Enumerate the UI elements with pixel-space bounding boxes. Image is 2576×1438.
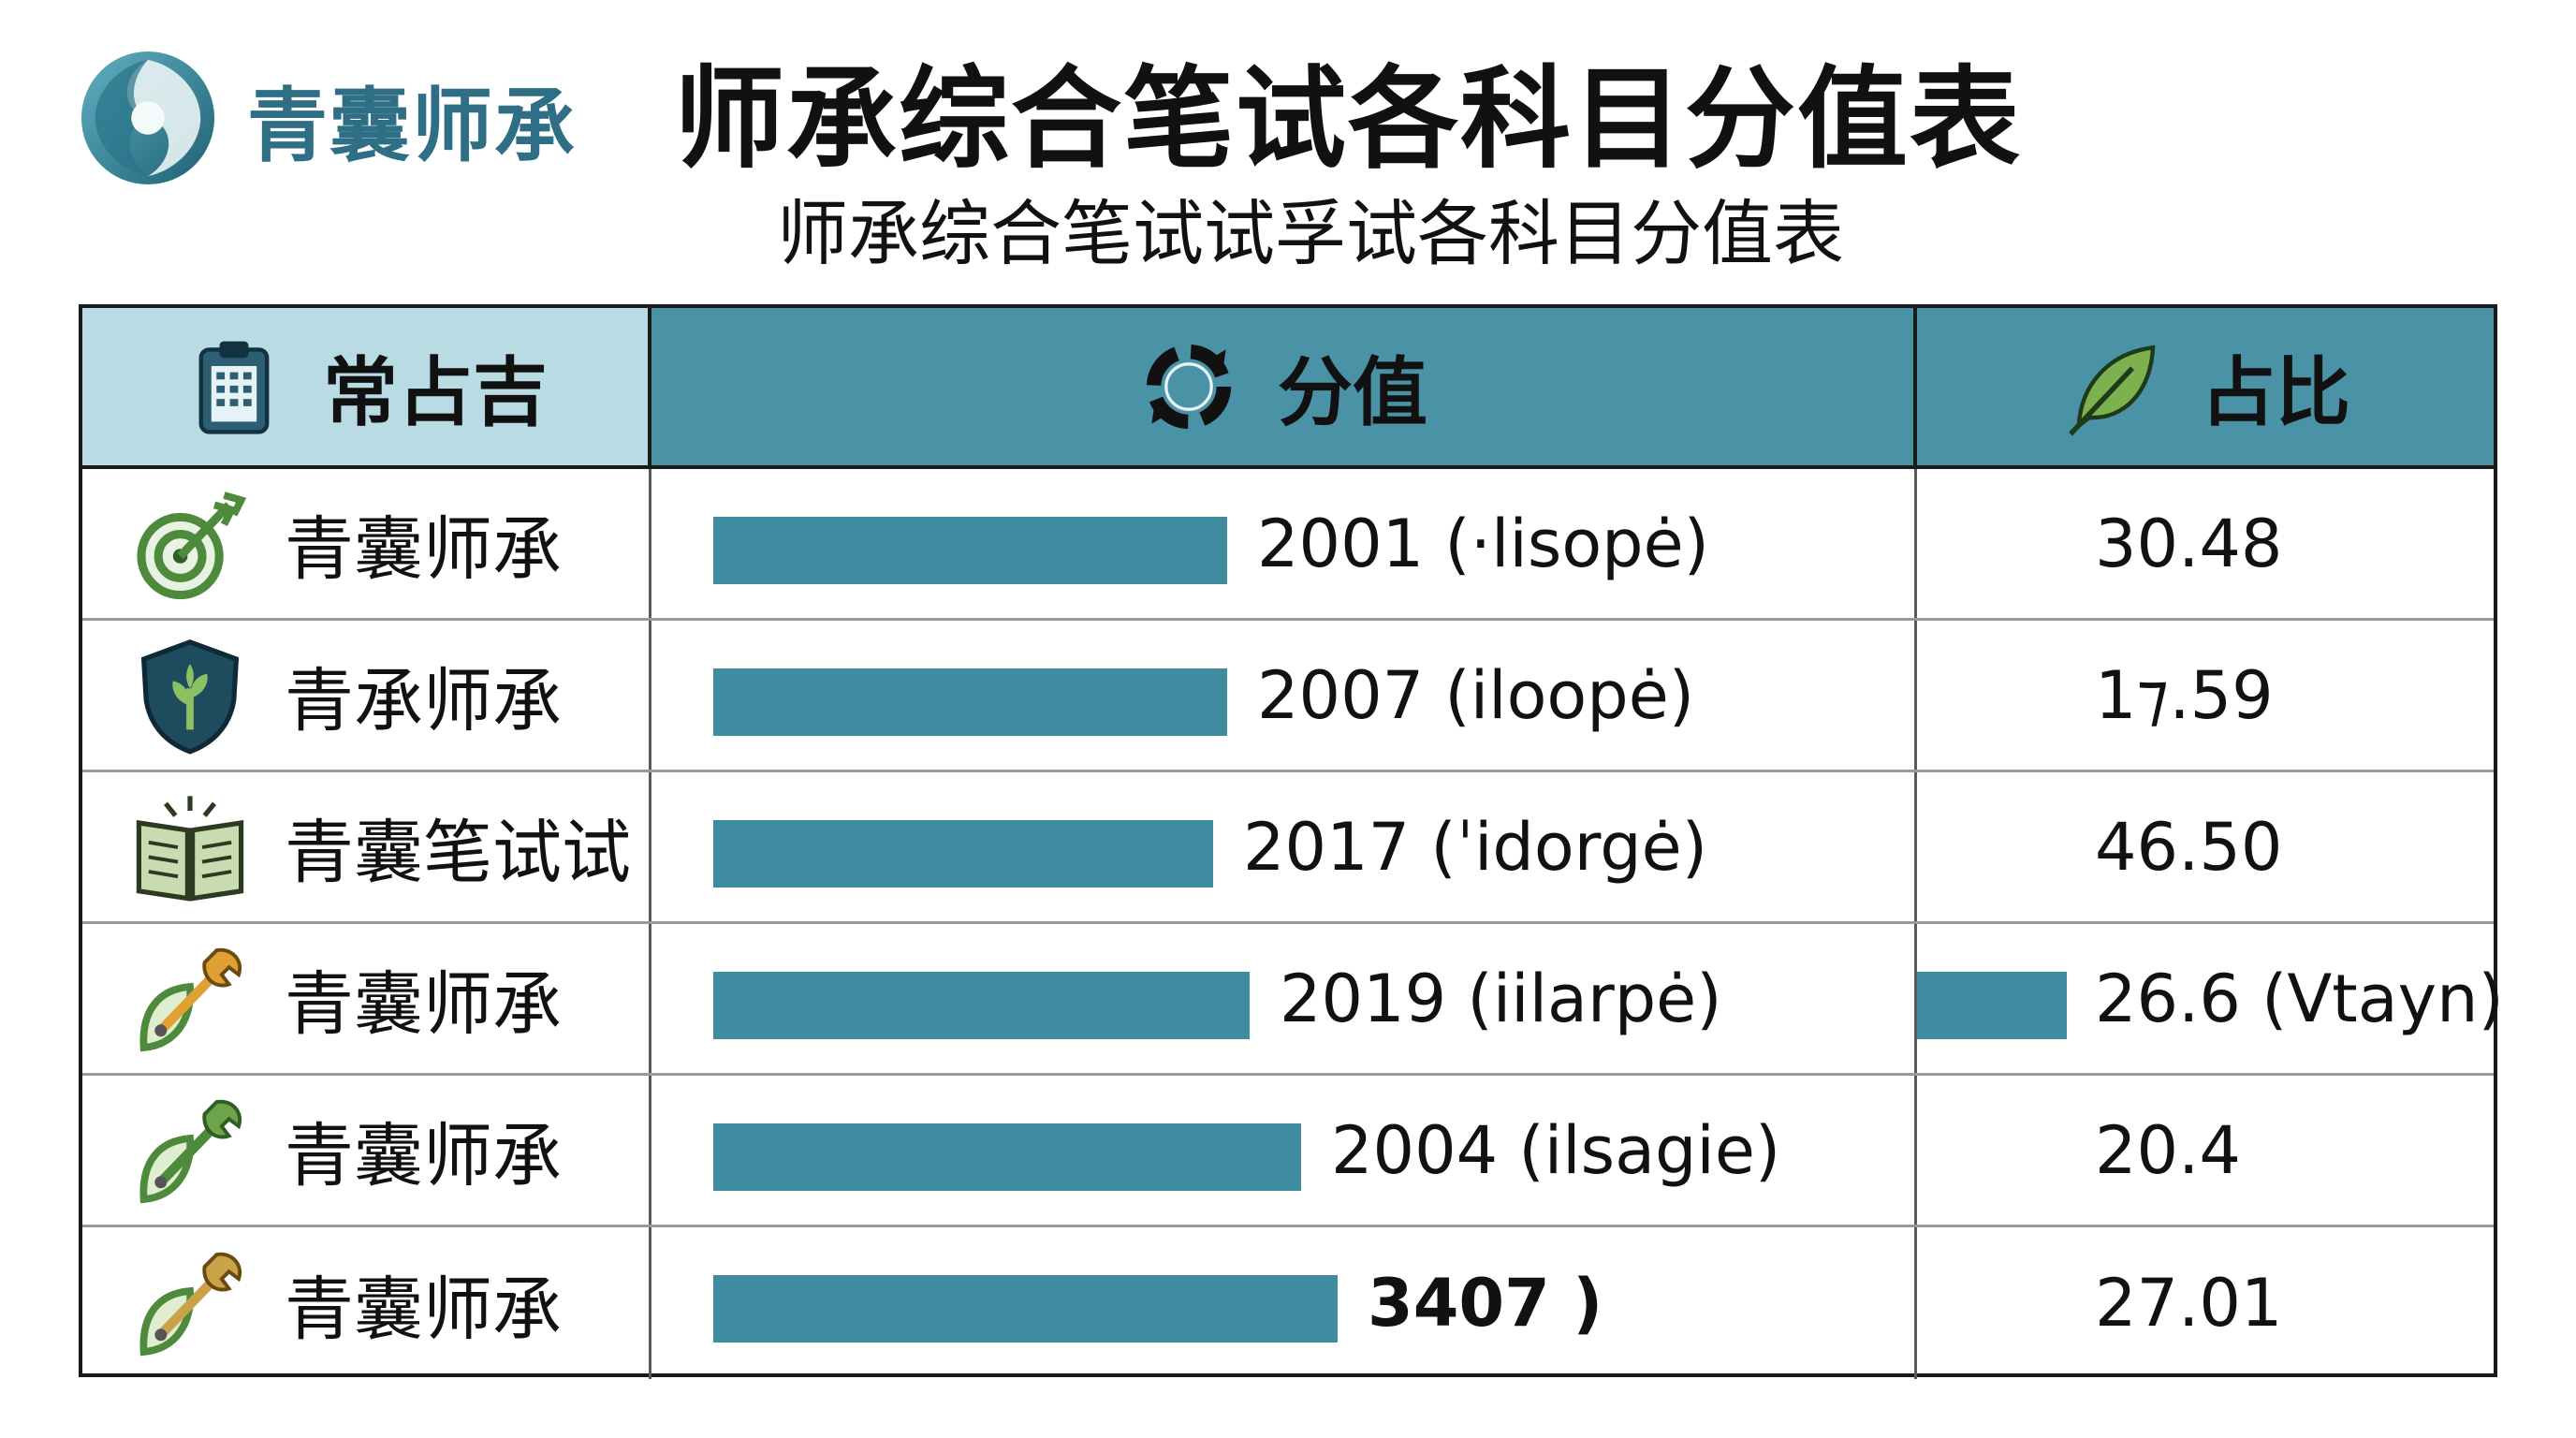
share-bar	[1917, 972, 2067, 1039]
leaf-icon	[2068, 345, 2156, 436]
brand-logo-icon	[80, 51, 215, 185]
score-bar	[713, 972, 1250, 1039]
subject-cell: 青囊师承	[82, 1227, 651, 1379]
header-cell-subject: 常占吉	[82, 308, 651, 465]
score-bar	[713, 1275, 1338, 1343]
score-label: 2001 (·lisopė)	[1257, 505, 1709, 582]
table-header: 常占吉 分值 占比	[82, 308, 2494, 469]
header-label-subject: 常占吉	[323, 349, 548, 436]
share-label: 27.01	[2095, 1265, 2283, 1342]
score-cell: 3407 )	[651, 1227, 1917, 1379]
subject-cell: 青囊师承	[82, 1076, 651, 1225]
table-row: 青囊师承 2019 (iilarpė) 26.6 (Vtayn)	[82, 924, 2504, 1076]
page-title: 师承综合笔试各科目分值表	[673, 54, 2022, 183]
share-cell: 1⁊.59	[1917, 621, 2494, 770]
subject-label: 青囊师承	[285, 964, 562, 1045]
share-cell: 46.50	[1917, 772, 2494, 921]
subject-cell: 青囊师承	[82, 924, 651, 1073]
share-cell: 27.01	[1917, 1227, 2494, 1379]
table-row: 青承师承 2007 (iloopė) 1⁊.59	[82, 621, 2494, 772]
score-cell: 2007 (iloopė)	[651, 621, 1917, 770]
leaf-wrench-icon	[139, 1099, 242, 1203]
cycle-icon	[1146, 344, 1232, 430]
header-cell-score: 分值	[651, 308, 1917, 465]
score-cell: 2004 (ilsagie)	[651, 1076, 1917, 1225]
leaf-wrench-icon	[139, 1252, 242, 1357]
score-cell: 2017 (ˈidorgė)	[651, 772, 1917, 921]
header-label-share: 占比	[2201, 349, 2350, 436]
shield-sprout-icon	[140, 638, 240, 755]
subject-label: 青承师承	[285, 661, 562, 741]
share-cell: 30.48	[1917, 469, 2494, 618]
score-bar	[713, 1123, 1301, 1191]
subject-cell: 青囊师承	[82, 469, 651, 618]
header-label-score: 分值	[1278, 349, 1427, 436]
subject-cell: 青承师承	[82, 621, 651, 770]
share-label: 1⁊.59	[2095, 656, 2274, 734]
score-label: 2004 (ilsagie)	[1331, 1111, 1781, 1189]
share-label: 30.48	[2095, 505, 2283, 582]
share-label: 26.6 (Vtayn)	[2095, 960, 2504, 1037]
brand-logo: 青囊师承	[79, 49, 577, 187]
share-cell: 20.4	[1917, 1076, 2494, 1225]
subject-cell: 青囊笔试试	[82, 772, 651, 921]
score-bar	[713, 820, 1213, 888]
table-row: 青囊笔试试 2017 (ˈidorgė) 46.50	[82, 772, 2494, 924]
score-table: 常占吉 分值 占比	[79, 304, 2504, 1379]
share-label: 46.50	[2095, 808, 2283, 886]
share-label: 20.4	[2095, 1111, 2241, 1189]
table-row: 青囊师承 2004 (ilsagie) 20.4	[82, 1076, 2494, 1227]
score-label: 2017 (ˈidorgė)	[1243, 808, 1708, 886]
share-cell: 26.6 (Vtayn)	[1917, 924, 2504, 1073]
table-body: 青囊师承 2001 (·lisopė) 30.48 青承师承	[82, 469, 2504, 1379]
subject-label: 青囊师承	[285, 509, 562, 590]
score-label: 3407 )	[1368, 1265, 1603, 1342]
clipboard-icon	[198, 341, 270, 434]
open-book-icon	[136, 795, 244, 902]
score-bar	[713, 668, 1227, 736]
score-cell: 2019 (iilarpė)	[651, 924, 1917, 1073]
score-cell: 2001 (·lisopė)	[651, 469, 1917, 618]
table-row: 青囊师承 2001 (·lisopė) 30.48	[82, 469, 2494, 621]
subject-label: 青囊师承	[285, 1116, 562, 1196]
target-arrow-icon	[137, 491, 247, 599]
score-label: 2019 (iilarpė)	[1280, 960, 1722, 1037]
score-label: 2007 (iloopė)	[1257, 656, 1695, 734]
score-bar	[713, 517, 1227, 584]
page-subtitle: 师承综合笔试试孚试各科目分值表	[777, 192, 1844, 275]
subject-label: 青囊笔试试	[285, 813, 631, 893]
header-cell-share: 占比	[1917, 308, 2494, 465]
brand-name: 青囊师承	[247, 79, 577, 173]
subject-label: 青囊师承	[285, 1269, 562, 1350]
table-row: 青囊师承 3407 ) 27.01	[82, 1227, 2494, 1379]
leaf-wrench-icon	[139, 947, 242, 1051]
